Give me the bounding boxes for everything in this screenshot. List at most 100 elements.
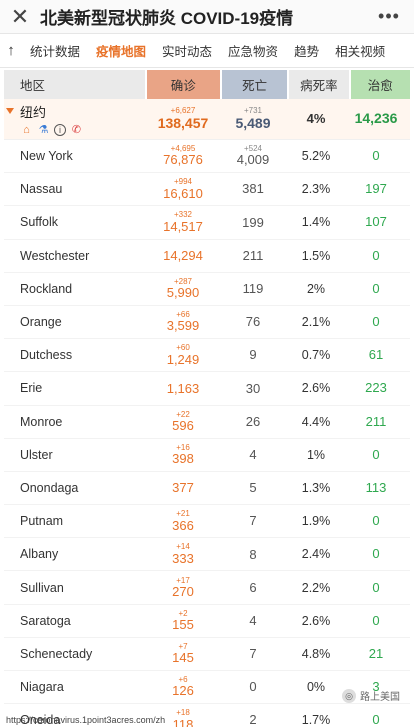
county-name: Putnam bbox=[20, 514, 64, 529]
fatality-rate-value: 4.4% bbox=[301, 414, 331, 429]
recovered-value: 0 bbox=[372, 513, 380, 529]
confirmed-value: 3,599 bbox=[166, 318, 200, 334]
deaths-value: 26 bbox=[245, 413, 261, 429]
fatality-rate-value: 2.2% bbox=[301, 580, 331, 595]
confirmed-value: 333 bbox=[172, 550, 194, 566]
info-icon[interactable]: i bbox=[54, 124, 66, 136]
recovered-value: 223 bbox=[365, 380, 387, 396]
close-icon[interactable]: ✕ bbox=[10, 3, 30, 29]
table-row[interactable]: Monroe +22 596 26 4.4% 211 bbox=[4, 406, 410, 439]
table-row[interactable]: Putnam +21 366 7 1.9% 0 bbox=[4, 505, 410, 539]
table-row[interactable]: Schenectady +7 145 7 4.8% 21 bbox=[4, 638, 410, 671]
phone-icon[interactable]: ✆ bbox=[71, 124, 82, 136]
fatality-rate-value: 0% bbox=[306, 680, 326, 695]
confirmed-delta: +2 bbox=[178, 608, 188, 618]
table-row[interactable]: Orange +66 3,599 76 2.1% 0 bbox=[4, 306, 410, 340]
county-name: Sullivan bbox=[20, 580, 64, 595]
confirmed-value: 5,990 bbox=[166, 285, 200, 301]
table-row[interactable]: New York +4,695 76,876 +524 4,009 5.2% 0 bbox=[4, 140, 410, 174]
confirmed-value: 155 bbox=[172, 617, 194, 633]
recovered-value: 0 bbox=[372, 546, 380, 562]
table-row[interactable]: Oneida +18 118 2 1.7% 0 bbox=[4, 704, 410, 727]
tab-map[interactable]: 疫情地图 bbox=[96, 45, 147, 59]
confirmed-value: 145 bbox=[172, 650, 194, 666]
header-fatality-rate[interactable]: 病死率 bbox=[289, 70, 349, 99]
confirmed-delta: +60 bbox=[176, 343, 190, 353]
tab-live-updates[interactable]: 实时动态 bbox=[162, 45, 213, 59]
table-row[interactable]: Dutchess +60 1,249 9 0.7% 61 bbox=[4, 339, 410, 373]
confirmed-delta: +22 bbox=[176, 409, 190, 419]
title-bar: ✕ 北美新型冠状肺炎 COVID-19疫情 ••• bbox=[0, 0, 414, 34]
recovered-value: 211 bbox=[365, 413, 387, 429]
deaths-value: 4 bbox=[249, 446, 257, 462]
table-row[interactable]: Nassau +994 16,610 381 2.3% 197 bbox=[4, 173, 410, 207]
table-row[interactable]: Westchester 14,294 211 1.5% 0 bbox=[4, 240, 410, 273]
header-deaths[interactable]: 死亡 bbox=[221, 70, 288, 99]
deaths-value: 30 bbox=[245, 380, 261, 396]
arrow-up-icon[interactable]: ↑ bbox=[7, 42, 15, 59]
table-row[interactable]: Erie 1,163 30 2.6% 223 bbox=[4, 372, 410, 406]
header-confirmed[interactable]: 确诊 bbox=[146, 70, 220, 99]
fatality-rate-value: 2.3% bbox=[301, 182, 331, 197]
confirmed-delta: +287 bbox=[173, 276, 193, 286]
deaths-delta: +524 bbox=[243, 144, 263, 154]
flask-icon[interactable]: ⚗ bbox=[38, 124, 49, 136]
county-name: Ulster bbox=[20, 447, 53, 462]
more-icon[interactable]: ••• bbox=[378, 6, 400, 26]
fatality-rate-value: 5.2% bbox=[301, 149, 331, 164]
confirmed-value: 270 bbox=[172, 583, 194, 599]
fatality-rate-value: 1.4% bbox=[301, 215, 331, 230]
table-row[interactable]: Rockland +287 5,990 119 2% 0 bbox=[4, 273, 410, 306]
deaths-value: 0 bbox=[249, 679, 257, 695]
county-table: New York +4,695 76,876 +524 4,009 5.2% 0 Nassau… bbox=[0, 140, 414, 727]
confirmed-delta: +332 bbox=[173, 210, 193, 220]
recovered-value: 0 bbox=[372, 247, 380, 263]
home-icon[interactable]: ⌂ bbox=[23, 124, 30, 136]
deaths-value: 119 bbox=[242, 281, 264, 297]
table-row[interactable]: Onondaga 377 5 1.3% 113 bbox=[4, 472, 410, 506]
confirmed-value: 14,517 bbox=[163, 218, 203, 234]
caret-down-icon[interactable] bbox=[6, 108, 14, 114]
deaths-value: 5,489 bbox=[235, 114, 271, 131]
header-recovered[interactable]: 治愈 bbox=[350, 70, 410, 99]
confirmed-value: 16,610 bbox=[163, 185, 203, 201]
state-row[interactable]: 纽约 ⌂ ⚗ i ✆ +6,627 138,457 +731 5,489 4% … bbox=[4, 99, 410, 140]
recovered-value: 107 bbox=[365, 214, 387, 230]
confirmed-value: 14,294 bbox=[163, 247, 203, 263]
fatality-rate-value: 1.7% bbox=[301, 713, 331, 727]
tab-supplies[interactable]: 应急物资 bbox=[228, 45, 279, 59]
tab-videos[interactable]: 相关视频 bbox=[335, 45, 386, 59]
fatality-rate-value: 1.3% bbox=[301, 480, 331, 495]
table-row[interactable]: Albany +14 333 8 2.4% 0 bbox=[4, 538, 410, 572]
fatality-rate-value: 2.6% bbox=[301, 613, 331, 628]
confirmed-value: 596 bbox=[172, 417, 194, 433]
table-row[interactable]: Ulster +16 398 4 1% 0 bbox=[4, 439, 410, 472]
table-row[interactable]: Suffolk +332 14,517 199 1.4% 107 bbox=[4, 206, 410, 240]
confirmed-value: 118 bbox=[172, 716, 194, 727]
page-title: 北美新型冠状肺炎 COVID-19疫情 bbox=[40, 9, 294, 28]
deaths-value: 381 bbox=[242, 181, 264, 197]
deaths-value: 4 bbox=[249, 612, 257, 628]
deaths-value: 7 bbox=[249, 646, 257, 662]
confirmed-delta: +7 bbox=[178, 641, 188, 651]
fatality-rate-value: 4.8% bbox=[301, 646, 331, 661]
table-row[interactable]: Niagara +6 126 0 0% 3 bbox=[4, 671, 410, 705]
table-row[interactable]: Saratoga +2 155 4 2.6% 0 bbox=[4, 605, 410, 638]
tab-trends[interactable]: 趋势 bbox=[294, 45, 320, 59]
table-header: 地区 确诊 死亡 病死率 治愈 bbox=[4, 70, 410, 99]
source-url: https://coronavirus.1point3acres.com/zh bbox=[6, 715, 166, 725]
confirmed-delta: +4,695 bbox=[170, 144, 196, 154]
deaths-delta: +731 bbox=[243, 106, 263, 116]
county-name: Dutchess bbox=[20, 348, 73, 363]
deaths-value: 9 bbox=[249, 347, 257, 363]
recovered-value: 0 bbox=[372, 314, 380, 330]
header-region[interactable]: 地区 bbox=[4, 70, 145, 99]
watermark-text: 路上美国 bbox=[360, 692, 400, 703]
recovered-value: 3 bbox=[372, 679, 380, 695]
county-name: Rockland bbox=[20, 281, 73, 296]
tab-statistics[interactable]: 统计数据 bbox=[30, 45, 81, 59]
county-name: Niagara bbox=[20, 680, 64, 695]
watermark-logo-icon: ◎ bbox=[342, 688, 356, 703]
recovered-value: 0 bbox=[372, 712, 380, 727]
table-row[interactable]: Sullivan +17 270 6 2.2% 0 bbox=[4, 571, 410, 605]
